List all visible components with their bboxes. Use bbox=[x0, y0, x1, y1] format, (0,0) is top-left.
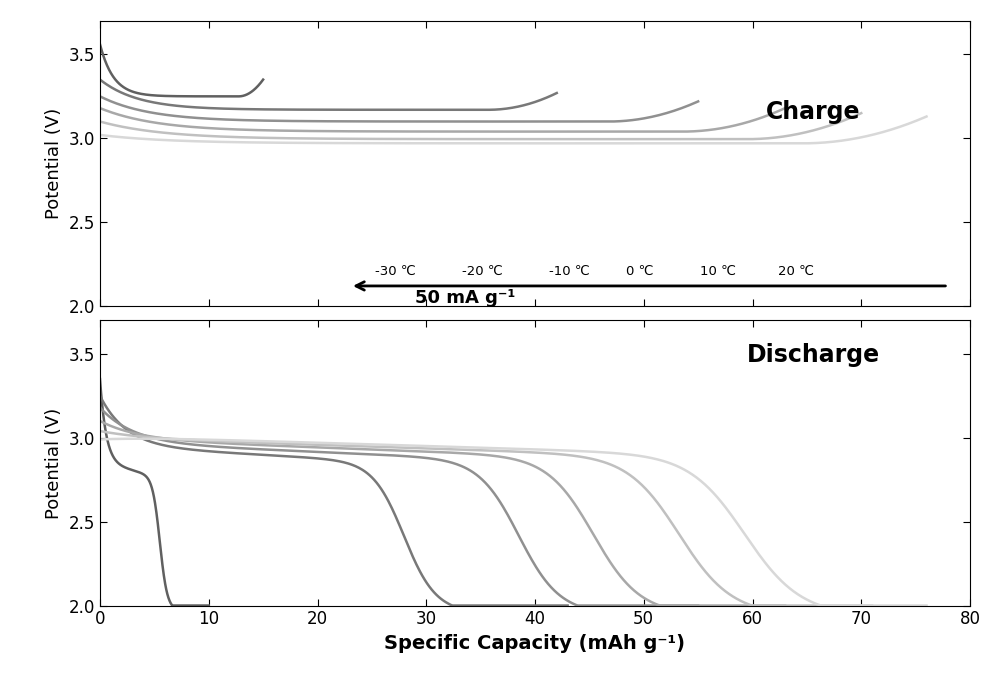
X-axis label: Specific Capacity (mAh g⁻¹): Specific Capacity (mAh g⁻¹) bbox=[384, 634, 686, 653]
Text: Discharge: Discharge bbox=[747, 342, 880, 367]
Text: 50 mA g⁻¹: 50 mA g⁻¹ bbox=[415, 290, 516, 308]
Text: 20 ℃: 20 ℃ bbox=[778, 264, 814, 278]
Text: -10 ℃: -10 ℃ bbox=[549, 264, 590, 278]
Text: 10 ℃: 10 ℃ bbox=[700, 264, 736, 278]
Y-axis label: Potential (V): Potential (V) bbox=[45, 407, 63, 519]
Text: -30 ℃: -30 ℃ bbox=[375, 264, 416, 278]
Y-axis label: Potential (V): Potential (V) bbox=[45, 108, 63, 219]
Text: -20 ℃: -20 ℃ bbox=[462, 264, 503, 278]
Text: 0 ℃: 0 ℃ bbox=[626, 264, 653, 278]
Text: Charge: Charge bbox=[766, 100, 861, 124]
